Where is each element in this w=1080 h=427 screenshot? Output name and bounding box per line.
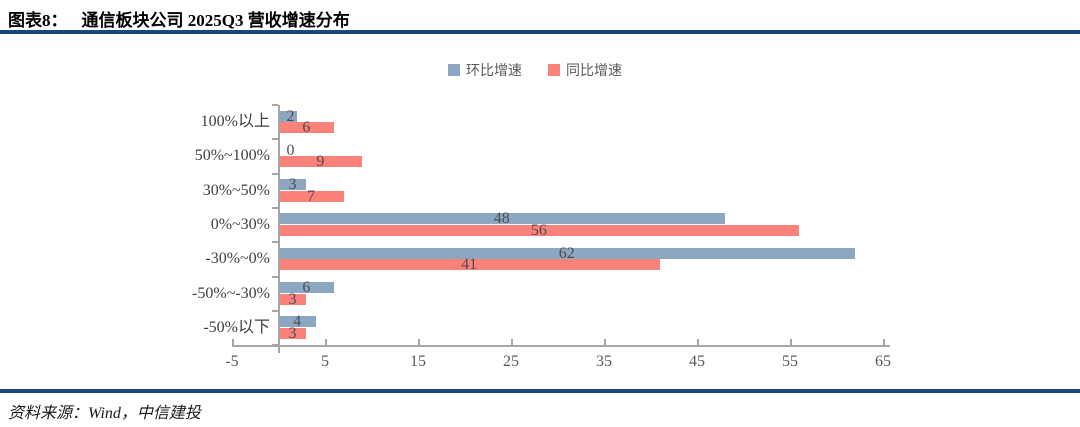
bar-yoy	[278, 327, 307, 339]
x-axis-tick	[697, 339, 699, 346]
value-label: 4	[293, 313, 302, 331]
value-label: 41	[461, 256, 478, 274]
x-axis-tick-label: 35	[596, 353, 612, 371]
value-label: 62	[558, 244, 575, 262]
value-label: 0	[286, 141, 295, 159]
legend-item-0: 环比增速	[448, 60, 522, 80]
value-label: 56	[530, 221, 547, 239]
x-axis-tick	[883, 339, 885, 346]
x-axis-tick	[511, 339, 513, 346]
title-divider-rule	[0, 30, 1080, 34]
category-label: 100%以上	[200, 113, 270, 130]
legend-swatch-icon	[548, 64, 560, 76]
legend-item-1: 同比增速	[548, 60, 622, 80]
source-note: 资料来源：Wind，中信建投	[8, 405, 201, 422]
chart-legend: 环比增速 同比增速	[180, 60, 890, 80]
value-label: 3	[288, 176, 297, 194]
x-axis-tick-label: 5	[321, 353, 329, 371]
value-label: 3	[288, 324, 297, 342]
value-label: 6	[302, 279, 311, 296]
bar-qoq	[278, 282, 335, 293]
value-label: 9	[316, 153, 325, 171]
footer-divider-rule	[0, 389, 1080, 393]
y-axis-tick	[271, 206, 278, 209]
x-axis-tick	[790, 339, 792, 346]
legend-swatch-icon	[448, 64, 460, 76]
x-axis-tick	[232, 339, 234, 346]
y-axis-tick	[271, 172, 278, 175]
value-label: 7	[307, 187, 316, 205]
x-axis-tick-label: 65	[875, 353, 891, 371]
value-label: 3	[288, 290, 297, 308]
category-label: 0%~30%	[210, 215, 270, 233]
bar-qoq	[278, 179, 307, 191]
x-axis-line	[232, 345, 890, 348]
bar-yoy	[278, 122, 335, 133]
y-axis-tick	[271, 309, 278, 312]
bar-yoy	[278, 224, 800, 236]
figure-title: 图表8： 通信板块公司 2025Q3 营收增速分布	[0, 0, 1080, 31]
x-axis-tick-label: 55	[782, 353, 798, 371]
x-axis-tick-label: 15	[410, 353, 426, 371]
category-label: -50%以下	[203, 318, 270, 336]
y-axis-line	[277, 105, 280, 354]
legend-label: 环比增速	[466, 62, 522, 78]
bar-yoy	[278, 259, 660, 271]
value-label: 6	[302, 119, 311, 136]
figure-title-text: 通信板块公司 2025Q3 营收增速分布	[81, 11, 350, 30]
category-label: -50%~-30%	[192, 284, 270, 302]
value-label: 2	[286, 107, 295, 125]
x-axis-tick	[418, 339, 420, 346]
bar-yoy	[278, 293, 307, 305]
y-axis-tick	[271, 138, 278, 141]
bar-chart: 环比增速 同比增速 100%以上 2 6 50%~100% 0 9 30%~50% 3 7 0%~3…	[0, 34, 1080, 386]
x-axis-tick-label: 25	[503, 353, 519, 371]
bar-qoq	[278, 110, 298, 122]
bar-qoq	[278, 213, 725, 225]
y-axis-tick	[271, 241, 278, 244]
x-axis-tick	[325, 339, 327, 346]
x-axis-tick-label: 45	[689, 353, 705, 371]
x-axis-tick-label: -5	[225, 353, 239, 371]
category-label: -30%~0%	[205, 250, 270, 268]
bar-yoy	[278, 156, 363, 168]
figure-number-label: 图表8：	[8, 11, 68, 30]
category-label: 50%~100%	[194, 147, 270, 165]
legend-label: 同比增速	[566, 62, 622, 78]
bar-qoq	[278, 316, 316, 328]
category-label: 30%~50%	[202, 181, 270, 199]
bar-yoy	[278, 190, 344, 202]
y-axis-tick	[271, 104, 278, 106]
y-axis-tick	[271, 275, 278, 278]
x-axis-tick	[604, 339, 606, 346]
bar-qoq	[278, 247, 856, 259]
value-label: 48	[493, 210, 510, 228]
